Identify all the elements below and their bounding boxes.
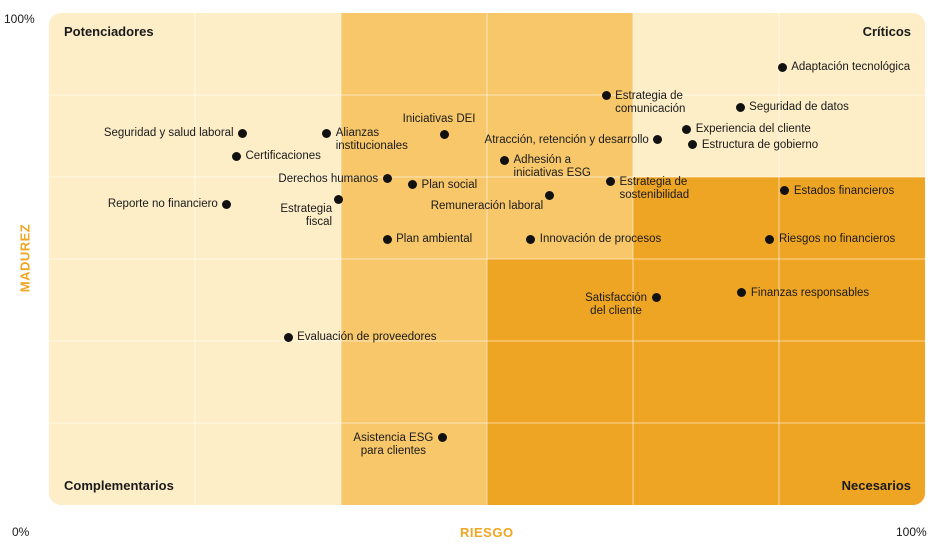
- data-point-evaluacion-de-proveedores: [283, 332, 293, 342]
- data-point-satisfaccion-del-cliente: [651, 293, 661, 303]
- point-label-reporte-no-financiero: Reporte no financiero: [107, 198, 218, 211]
- point-label-atraccion-retencion-y-desarrollo: Atracción, retención y desarrollo: [484, 133, 649, 146]
- data-point-seguridad-y-salud-laboral: [238, 128, 248, 138]
- point-label-satisfaccion-del-cliente: Satisfacción del cliente: [585, 291, 648, 317]
- x-axis-label: RIESGO: [460, 525, 514, 540]
- point-label-estados-financieros: Estados financieros: [793, 184, 895, 197]
- point-label-iniciativas-dei: Iniciativas DEI: [402, 113, 476, 126]
- data-point-derechos-humanos: [382, 174, 392, 184]
- data-point-estrategia-de-comunicacion: [601, 91, 611, 101]
- data-point-plan-social: [408, 180, 418, 190]
- x-tick-100: 100%: [896, 525, 927, 539]
- point-label-estrategia-fiscal: Estrategia fiscal: [280, 203, 333, 229]
- y-tick-100: 100%: [4, 12, 35, 26]
- point-label-plan-social: Plan social: [421, 178, 478, 191]
- data-point-seguridad-de-datos: [735, 102, 745, 112]
- data-point-experiencia-del-cliente: [682, 124, 692, 134]
- point-label-seguridad-y-salud-laboral: Seguridad y salud laboral: [103, 127, 234, 140]
- point-label-estructura-de-gobierno: Estructura de gobierno: [701, 138, 819, 151]
- data-point-estados-financieros: [780, 186, 790, 196]
- point-label-finanzas-responsables: Finanzas responsables: [750, 286, 870, 299]
- data-point-certificaciones: [231, 151, 241, 161]
- data-point-adhesion-a-iniciativas-esg: [500, 155, 510, 165]
- point-label-adaptacion-tecnologica: Adaptación tecnológica: [791, 61, 911, 74]
- point-label-experiencia-del-cliente: Experiencia del cliente: [695, 123, 811, 136]
- point-label-adhesion-a-iniciativas-esg: Adhesión a iniciativas ESG: [513, 154, 591, 180]
- x-tick-0: 0%: [12, 525, 30, 539]
- point-label-certificaciones: Certificaciones: [245, 150, 321, 163]
- data-point-estrategia-fiscal: [333, 194, 343, 204]
- data-point-iniciativas-dei: [439, 129, 449, 139]
- point-label-evaluacion-de-proveedores: Evaluación de proveedores: [297, 331, 437, 344]
- point-label-plan-ambiental: Plan ambiental: [396, 233, 473, 246]
- point-label-seguridad-de-datos: Seguridad de datos: [749, 101, 849, 114]
- data-point-estrategia-de-sostenibilidad: [606, 177, 616, 187]
- data-point-estructura-de-gobierno: [688, 140, 698, 150]
- quadrant-label-criticos: Críticos: [862, 24, 911, 39]
- data-point-plan-ambiental: [382, 234, 392, 244]
- data-point-finanzas-responsables: [737, 288, 747, 298]
- quadrant-label-potenciadores: Potenciadores: [64, 24, 154, 39]
- zone-dark: [487, 259, 925, 505]
- point-label-riesgos-no-financieros: Riesgos no financieros: [778, 233, 896, 246]
- y-axis-label: MADUREZ: [17, 223, 33, 293]
- quadrant-label-complementarios: Complementarios: [64, 478, 174, 493]
- point-label-alianzas-institucionales: Alianzas institucionales: [335, 127, 408, 153]
- point-label-estrategia-de-comunicacion: Estrategia de comunicación: [615, 89, 686, 115]
- data-point-asistencia-esg-para-clientes: [437, 433, 447, 443]
- point-label-remuneracion-laboral: Remuneración laboral: [430, 199, 544, 212]
- data-point-innovacion-de-procesos: [526, 234, 536, 244]
- data-point-adaptacion-tecnologica: [777, 62, 787, 72]
- data-point-reporte-no-financiero: [222, 199, 232, 209]
- data-point-alianzas-institucionales: [322, 128, 332, 138]
- quadrant-label-necesarios: Necesarios: [841, 478, 911, 493]
- data-point-riesgos-no-financieros: [765, 234, 775, 244]
- data-point-atraccion-retencion-y-desarrollo: [653, 135, 663, 145]
- point-label-derechos-humanos: Derechos humanos: [278, 172, 379, 185]
- data-point-remuneracion-laboral: [544, 191, 554, 201]
- point-label-innovacion-de-procesos: Innovación de procesos: [539, 233, 662, 246]
- point-label-estrategia-de-sostenibilidad: Estrategia de sostenibilidad: [619, 175, 690, 201]
- point-label-asistencia-esg-para-clientes: Asistencia ESG para clientes: [353, 431, 434, 457]
